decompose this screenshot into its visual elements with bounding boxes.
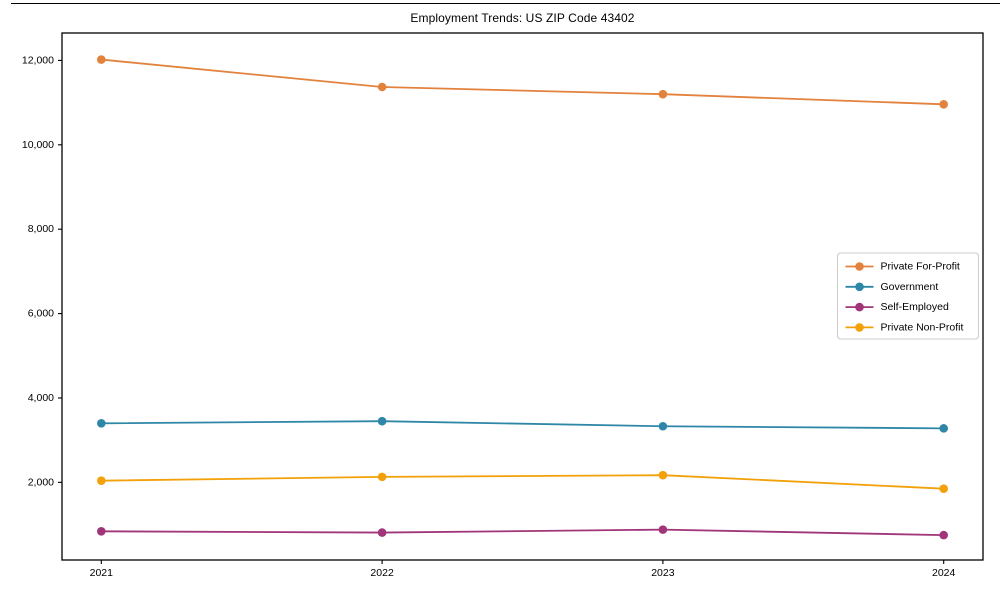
y-tick-label: 4,000 — [28, 392, 54, 404]
chart-title: Employment Trends: US ZIP Code 43402 — [410, 11, 635, 25]
y-tick-label: 6,000 — [28, 308, 54, 320]
legend-label-private-for-profit: Private For-Profit — [881, 261, 960, 273]
data-point-marker-self-employed — [97, 527, 106, 536]
data-point-marker-private-for-profit — [377, 82, 387, 92]
legend — [837, 252, 979, 340]
data-point-marker-government — [377, 416, 387, 426]
y-tick-label: 8,000 — [28, 223, 54, 235]
legend-marker-icon-private-for-profit — [855, 262, 864, 271]
data-point-marker-private-for-profit — [97, 55, 106, 64]
y-tick-label: 12,000 — [22, 54, 54, 66]
plot-frame — [61, 32, 984, 561]
legend-marker-icon-private-non-profit — [855, 323, 864, 332]
series-line-private-non-profit — [100, 474, 945, 490]
data-point-marker-private-for-profit — [939, 100, 948, 109]
series-line-private-for-profit — [100, 58, 945, 106]
data-point-marker-self-employed — [939, 530, 948, 540]
legend-marker-icon-government — [855, 282, 864, 292]
x-tick-label: 2024 — [932, 567, 956, 579]
x-tick-label: 2022 — [370, 567, 394, 579]
series-line-government — [100, 420, 945, 430]
legend-label-government: Government — [881, 281, 939, 293]
data-point-marker-private-non-profit — [377, 472, 387, 482]
window-border-top — [11, 3, 1000, 4]
legend-label-self-employed: Self-Employed — [881, 301, 949, 313]
data-point-marker-self-employed — [377, 528, 387, 537]
data-point-marker-government — [97, 418, 106, 428]
data-point-marker-private-non-profit — [97, 476, 106, 485]
data-point-marker-private-non-profit — [939, 484, 948, 493]
y-tick-label: 10,000 — [22, 139, 54, 151]
data-point-marker-private-for-profit — [658, 89, 668, 99]
data-point-marker-government — [658, 421, 668, 431]
data-point-marker-private-non-profit — [658, 470, 668, 480]
y-tick-label: 2,000 — [28, 476, 54, 488]
data-point-marker-government — [939, 424, 948, 433]
x-tick-label: 2021 — [90, 567, 114, 579]
x-tick-label: 2023 — [651, 567, 675, 579]
legend-label-private-non-profit: Private Non-Profit — [881, 321, 964, 333]
data-point-marker-self-employed — [658, 525, 668, 534]
series-line-self-employed — [100, 528, 945, 537]
legend-marker-icon-self-employed — [855, 302, 864, 312]
